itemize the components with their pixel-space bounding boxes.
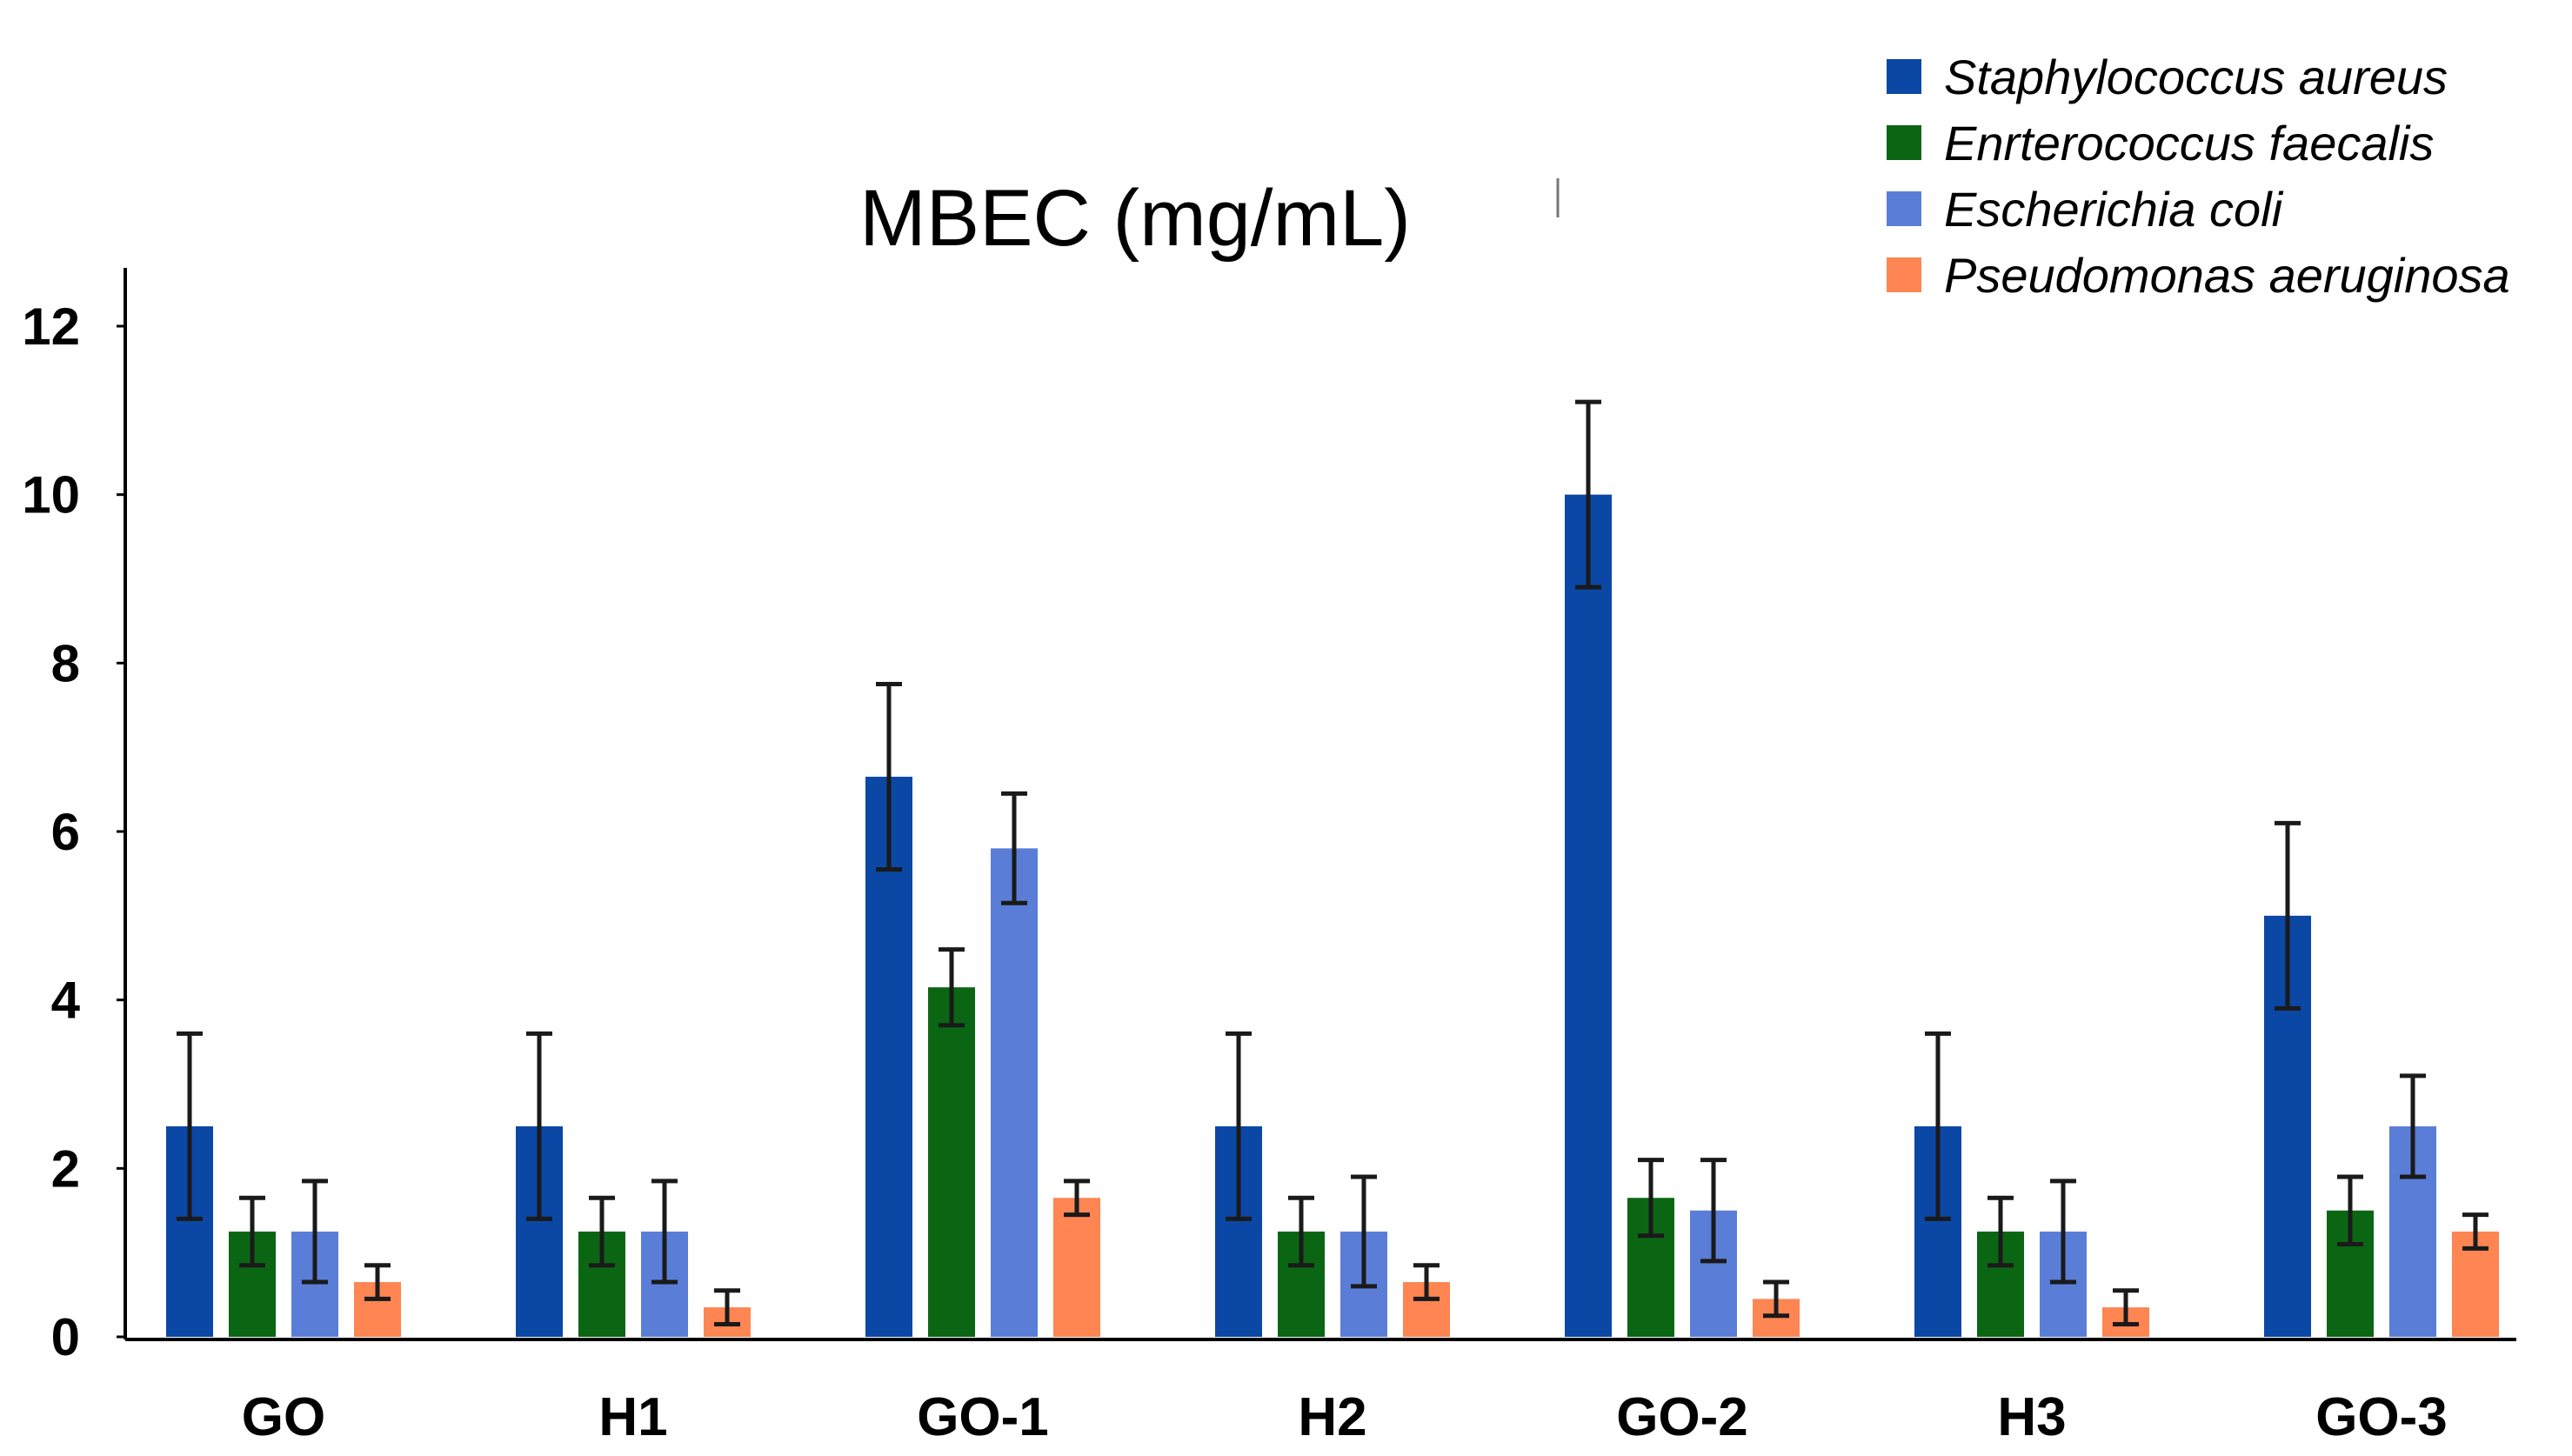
category-label: GO-3 (2315, 1387, 2448, 1447)
bar (928, 987, 975, 1337)
bar (991, 848, 1038, 1337)
y-tick-label: 2 (51, 1139, 80, 1198)
legend-label: Enrterococcus faecalis (1944, 116, 2434, 170)
y-tick-label: 6 (51, 803, 80, 861)
y-tick-label: 4 (51, 972, 81, 1030)
chart-title: MBEC (mg/mL) (859, 174, 1411, 263)
legend-label: Staphylococcus aureus (1944, 50, 2448, 104)
bar (1565, 494, 1612, 1337)
category-label: H1 (598, 1387, 667, 1447)
legend-swatch (1887, 59, 1921, 94)
legend-swatch (1887, 191, 1921, 226)
bar (1053, 1198, 1100, 1337)
y-ticks: 0 2 4 6 8 10 12 (22, 297, 125, 1366)
legend-label: Pseudomonas aeruginosa (1944, 248, 2510, 303)
category-labels: GO H1 GO-1 H2 GO-2 H3 GO-3 (242, 1387, 2448, 1447)
category-label: GO-2 (1616, 1387, 1748, 1447)
category-label: GO (242, 1387, 325, 1447)
legend: Staphylococcus aureus Enrterococcus faeca… (1887, 50, 2510, 303)
legend-swatch (1887, 257, 1921, 292)
y-tick-label: 0 (51, 1308, 80, 1366)
y-tick-label: 10 (22, 466, 80, 524)
legend-label: Escherichia coli (1944, 182, 2284, 237)
category-label: GO-1 (917, 1387, 1049, 1447)
category-label: H2 (1298, 1387, 1366, 1447)
axes-layer (124, 268, 2516, 1341)
bars-layer (166, 399, 2499, 1337)
legend-swatch (1887, 125, 1921, 160)
y-tick-label: 12 (22, 297, 80, 356)
y-tick-label: 8 (51, 634, 80, 692)
category-label: H3 (1997, 1387, 2066, 1447)
